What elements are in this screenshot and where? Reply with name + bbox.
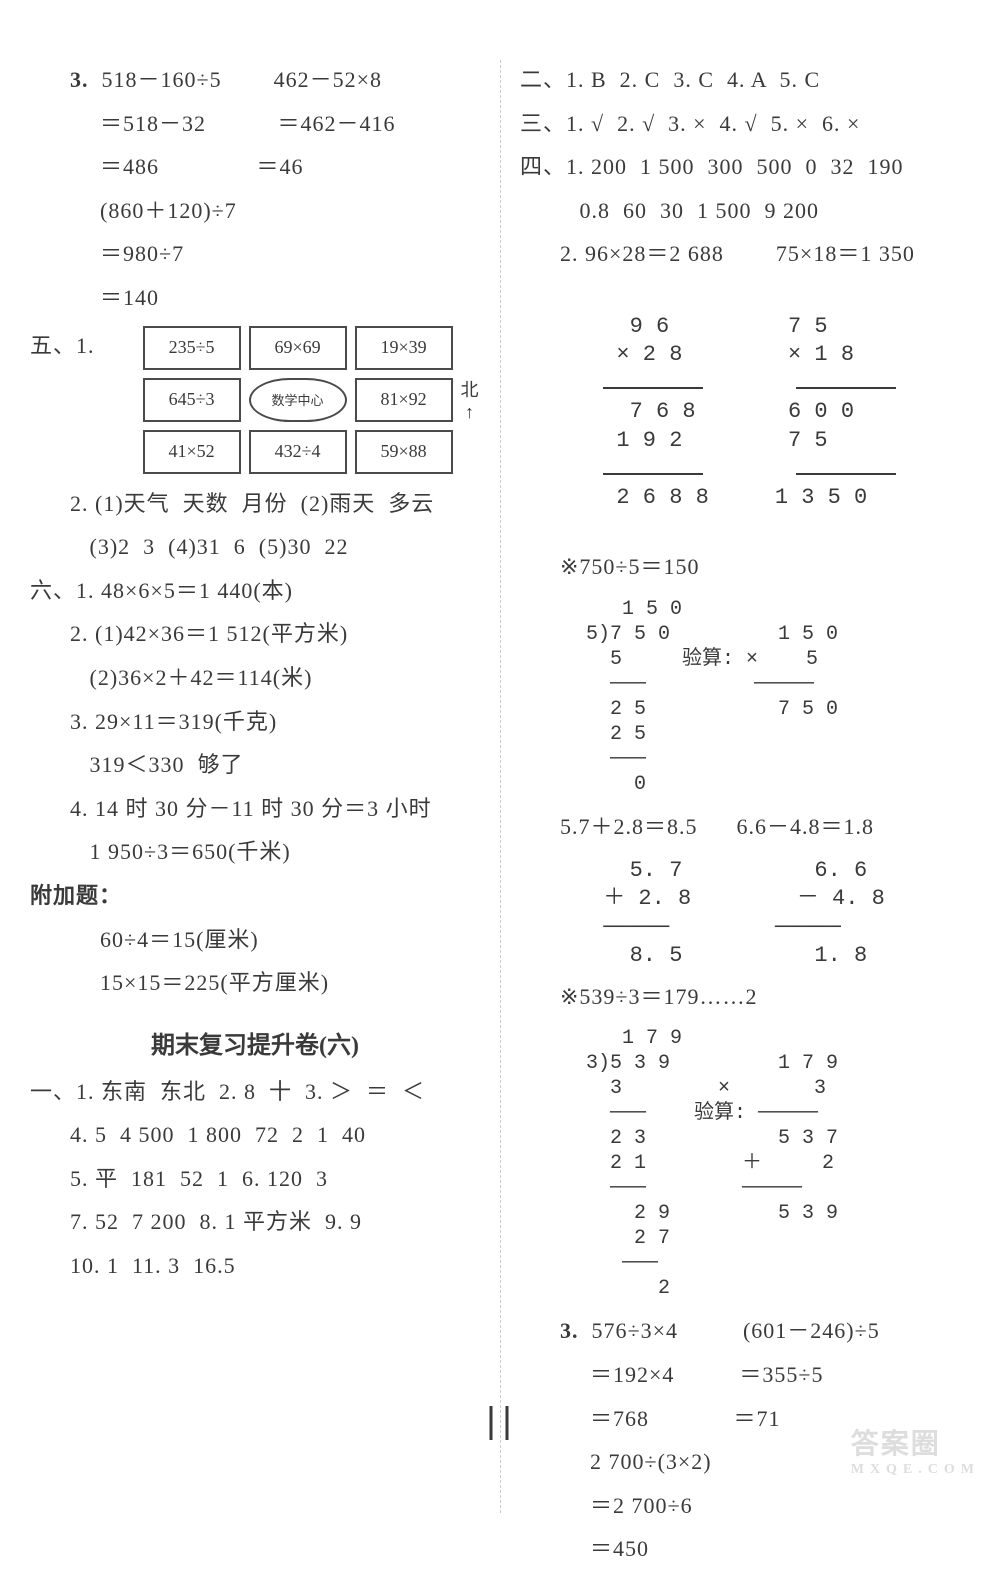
extra-2: 15×15＝225(平方厘米) <box>30 963 480 1003</box>
extra-title: 附加题： <box>30 876 480 916</box>
add1-title: 5.7＋2.8＝8.5 6.6－4.8＝1.8 <box>520 807 970 847</box>
map-cell: 41×52 <box>143 430 241 474</box>
five-2: 2. (1)天气 天数 月份 (2)雨天 多云 <box>30 484 480 524</box>
mult-work-1: 9 6 7 5 × 2 8 × 1 8 7 6 8 6 0 0 1 9 2 7 … <box>520 284 970 541</box>
map-cell: 432÷4 <box>249 430 347 474</box>
q3-c2: ＝980÷7 <box>30 234 480 274</box>
page-marker-icon <box>487 1404 513 1452</box>
map-cell: 19×39 <box>355 326 453 370</box>
q3r-row1: 3. 576÷3×4 (601－246)÷5 <box>520 1311 970 1351</box>
right-column: 二、1. B 2. C 3. C 4. A 5. C 三、1. √ 2. √ 3… <box>520 60 970 1573</box>
sec3: 三、1. √ 2. √ 3. × 4. √ 5. × 6. × <box>520 104 970 144</box>
s1-3: 5. 平 181 52 1 6. 120 3 <box>30 1159 480 1199</box>
north-arrow-icon: 北 ↑ <box>461 376 479 423</box>
six-4: 3. 29×11＝319(千克) <box>30 702 480 742</box>
q3r-row2: ＝192×4 ＝355÷5 <box>520 1355 970 1395</box>
watermark: 答案圈 MXQE.COM <box>851 1422 980 1478</box>
six-7: 1 950÷3＝650(千米) <box>30 832 480 872</box>
sec2: 二、1. B 2. C 3. C 4. A 5. C <box>520 60 970 100</box>
sec4-2: 0.8 60 30 1 500 9 200 <box>520 191 970 231</box>
map-grid: 235÷5 69×69 19×39 645÷3 数学中心 81×92 41×52… <box>143 326 453 474</box>
five-1-wrap: 五、1. 235÷5 69×69 19×39 645÷3 数学中心 81×92 … <box>30 326 480 474</box>
column-divider <box>500 60 501 1513</box>
five-3: (3)2 3 (4)31 6 (5)30 22 <box>30 527 480 567</box>
six-2: 2. (1)42×36＝1 512(平方米) <box>30 614 480 654</box>
map-cell: 235÷5 <box>143 326 241 370</box>
map-cell: 645÷3 <box>143 378 241 422</box>
map-cell: 81×92 <box>355 378 453 422</box>
map-center-cell: 数学中心 <box>249 378 347 422</box>
left-column: 3. 518－160÷5 462－52×8 ＝518－32 ＝462－416 ＝… <box>30 60 480 1573</box>
s1-5: 10. 1 11. 3 16.5 <box>30 1246 480 1286</box>
add1-work: 5. 7 6. 6 ＋ 2. 8 － 4. 8 ───── ───── 8. 5… <box>520 857 970 971</box>
div2-title: ※539÷3＝179……2 <box>520 977 970 1017</box>
six-1: 六、1. 48×6×5＝1 440(本) <box>30 571 480 611</box>
div2-work: 1 7 9 3)5 3 9 1 7 9 3 × 3 ─── 验算: ───── … <box>586 1026 838 1301</box>
six-3: (2)36×2＋42＝114(米) <box>30 658 480 698</box>
s1-1: 一、1. 东南 东北 2. 8 十 3. ＞ ＝ ＜ <box>30 1072 480 1112</box>
q3r-c3: ＝450 <box>520 1529 970 1569</box>
six-6: 4. 14 时 30 分－11 时 30 分＝3 小时 <box>30 789 480 829</box>
q3-row2: ＝518－32 ＝462－416 <box>30 104 480 144</box>
q3-row3: ＝486 ＝46 <box>30 147 480 187</box>
q3r-c2: ＝2 700÷6 <box>520 1486 970 1526</box>
s1-4: 7. 52 7 200 8. 1 平方米 9. 9 <box>30 1202 480 1242</box>
sec4-1: 四、1. 200 1 500 300 500 0 32 190 <box>520 147 970 187</box>
q3-row1: 3. 518－160÷5 462－52×8 <box>30 60 480 100</box>
q3-c3: ＝140 <box>30 278 480 318</box>
s1-2: 4. 5 4 500 1 800 72 2 1 40 <box>30 1115 480 1155</box>
extra-1: 60÷4＝15(厘米) <box>30 920 480 960</box>
div1-title: ※750÷5＝150 <box>520 547 970 587</box>
sheet-title: 期末复习提升卷(六) <box>30 1025 480 1060</box>
q3-c1: (860＋120)÷7 <box>30 191 480 231</box>
five-label: 五、1. <box>30 326 95 366</box>
sec4-3: 2. 96×28＝2 688 75×18＝1 350 <box>520 234 970 274</box>
six-5: 319＜330 够了 <box>30 745 480 785</box>
div1-work: 1 5 0 5)7 5 0 1 5 0 5 验算: × 5 ─── ───── … <box>586 597 838 797</box>
map-cell: 69×69 <box>249 326 347 370</box>
map-cell: 59×88 <box>355 430 453 474</box>
